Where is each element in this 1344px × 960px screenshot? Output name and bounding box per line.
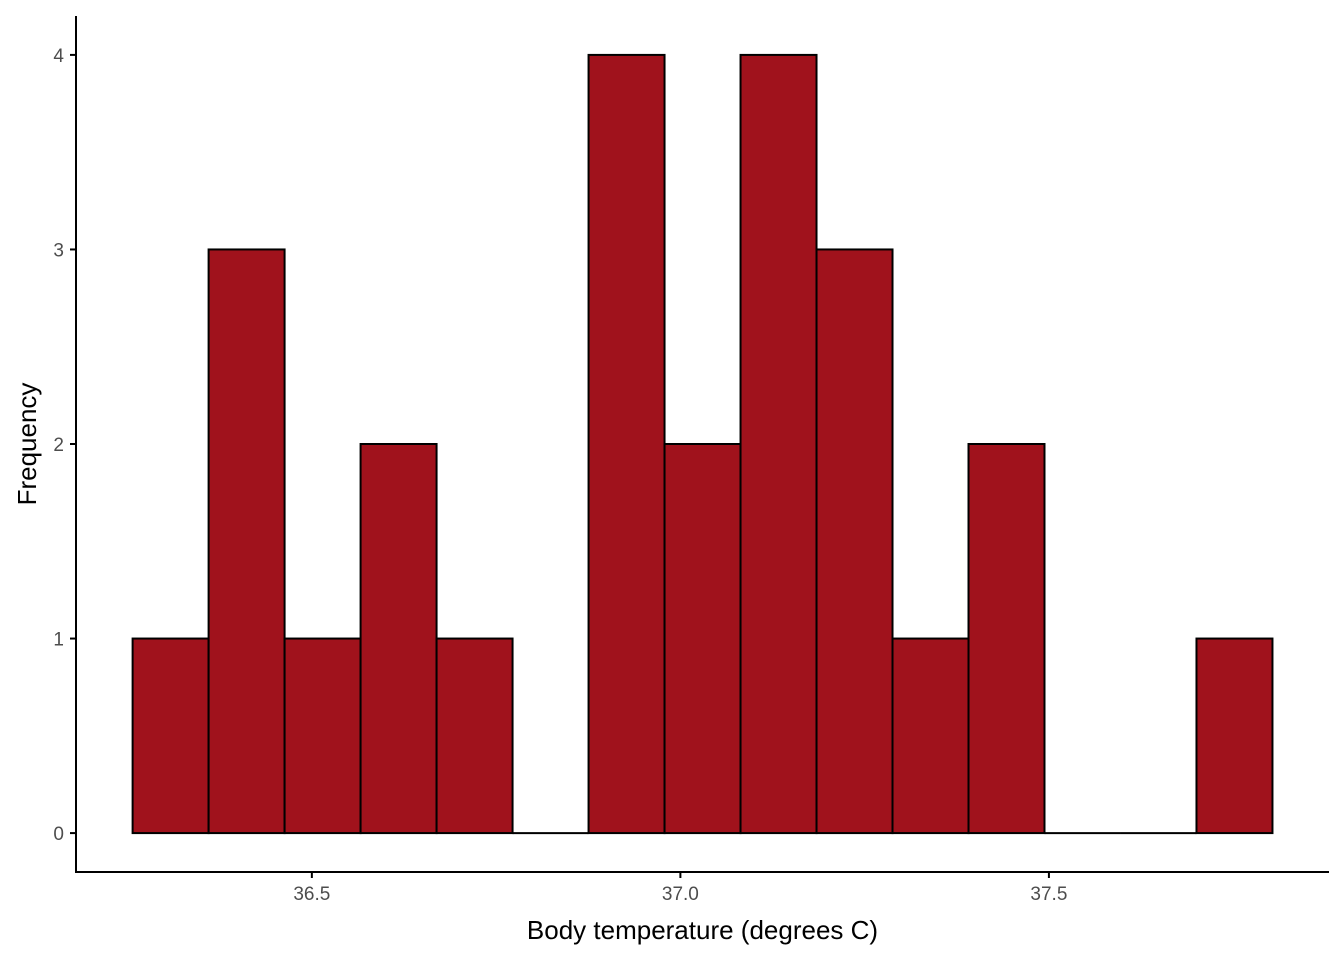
histogram-bar-7	[587, 53, 666, 835]
histogram-bar-1	[131, 637, 210, 835]
histogram-bar-15	[1195, 637, 1274, 835]
histogram-bar-11	[891, 637, 970, 835]
histogram-bar-12	[967, 443, 1046, 835]
x-tick-label: 36.5	[293, 884, 330, 905]
x-axis-title: Body temperature (degrees C)	[527, 915, 878, 945]
x-axis-ticks: 36.5 37.0 37.5	[293, 872, 1067, 905]
y-tick-label: 2	[53, 435, 64, 456]
y-tick-label: 4	[53, 46, 64, 67]
histogram-bar-3	[283, 637, 362, 835]
histogram-bar-9	[739, 53, 818, 835]
histogram-bar-8	[663, 443, 742, 835]
y-axis-ticks: 0 1 2 3 4	[53, 46, 76, 845]
histogram-bar-4	[359, 443, 438, 835]
x-tick-label: 37.5	[1030, 884, 1067, 905]
histogram-bar-5	[435, 637, 514, 835]
histogram-bar-2	[207, 248, 286, 835]
histogram-bar-10	[815, 248, 894, 835]
y-tick-label: 0	[53, 824, 64, 845]
x-tick-label: 37.0	[662, 884, 699, 905]
histogram-bars	[131, 53, 1274, 835]
y-axis-title: Frequency	[12, 383, 42, 506]
y-tick-label: 3	[53, 240, 64, 261]
y-tick-label: 1	[53, 630, 64, 651]
